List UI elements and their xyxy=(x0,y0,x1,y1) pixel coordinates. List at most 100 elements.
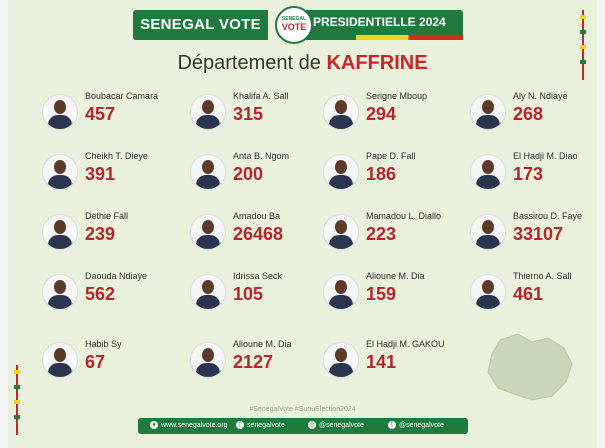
logo-bottom-text: VOTE xyxy=(281,22,307,32)
deco-pattern-right xyxy=(580,10,586,80)
candidate-card: Dethie Fall 239 xyxy=(42,210,182,260)
candidate-name: Thierno A. Sall xyxy=(513,271,572,281)
candidate-photo xyxy=(470,214,506,250)
candidate-name: Habib Sy xyxy=(85,339,122,349)
candidate-name: Alioune M. Dia xyxy=(233,339,292,349)
candidate-votes: 457 xyxy=(85,104,116,124)
footer-facebook-text: senegalvote xyxy=(247,422,285,429)
candidate-name: Khalifa A. Sall xyxy=(233,91,289,101)
candidate-card: Amadou Ba 26468 xyxy=(190,210,330,260)
candidate-photo xyxy=(42,94,78,130)
candidate-card: Habib Sy 67 xyxy=(42,338,182,388)
candidate-name: Mamadou L. Diallo xyxy=(366,211,442,221)
candidate-votes: 186 xyxy=(366,164,397,184)
candidate-name: Alioune M. Dia xyxy=(366,271,425,281)
candidate-photo xyxy=(190,94,226,130)
candidate-card: El Hadji M. Diao 173 xyxy=(470,150,605,200)
candidate-photo xyxy=(190,154,226,190)
logo: SENEGAL VOTE xyxy=(275,6,313,44)
candidate-votes: 173 xyxy=(513,164,544,184)
candidate-votes: 239 xyxy=(85,224,116,244)
candidate-photo xyxy=(323,154,359,190)
candidate-card: Aly N. Ndiaye 268 xyxy=(470,90,605,140)
candidate-card: Pape D. Fall 186 xyxy=(323,150,463,200)
candidate-photo xyxy=(190,274,226,310)
candidate-name: Idrissa Seck xyxy=(233,271,283,281)
candidate-photo xyxy=(42,214,78,250)
footer-twitter-text: @senegalvote xyxy=(399,422,444,429)
candidate-votes: 105 xyxy=(233,284,264,304)
footer-instagram-text: @senegalvote xyxy=(319,422,364,429)
candidate-card: Bassirou D. Faye 33107 xyxy=(470,210,605,260)
kaffrine-map xyxy=(487,333,573,401)
candidate-photo xyxy=(470,274,506,310)
candidate-card: El Hadji M. GAKOU 141 xyxy=(323,338,463,388)
globe-icon: ● xyxy=(150,421,158,430)
twitter-icon: t xyxy=(388,421,396,430)
header-banner: SENEGAL VOTE PRESIDENTIELLE 2024 SENEGAL… xyxy=(133,6,463,44)
deco-pattern-left xyxy=(14,365,20,435)
footer-instagram[interactable]: ◎ @senegalvote xyxy=(308,418,364,434)
candidate-name: El Hadji M. GAKOU xyxy=(366,339,445,349)
candidate-card: Idrissa Seck 105 xyxy=(190,270,330,320)
instagram-icon: ◎ xyxy=(308,421,316,430)
candidate-votes: 562 xyxy=(85,284,116,304)
candidate-card: Serigne Mboup 294 xyxy=(323,90,463,140)
candidate-photo xyxy=(470,154,506,190)
candidate-votes: 294 xyxy=(366,104,397,124)
candidate-card: Khalifa A. Sall 315 xyxy=(190,90,330,140)
facebook-icon: f xyxy=(236,421,244,430)
page-title: Département de KAFFRINE xyxy=(0,52,605,75)
footer-twitter[interactable]: t @senegalvote xyxy=(388,418,444,434)
candidate-name: Serigne Mboup xyxy=(366,91,428,101)
candidate-name: Daouda Ndiaye xyxy=(85,271,148,281)
footer-facebook[interactable]: f senegalvote xyxy=(236,418,285,434)
candidate-photo xyxy=(42,274,78,310)
title-prefix: Département de xyxy=(177,52,321,74)
candidate-photo xyxy=(323,94,359,130)
candidate-photo xyxy=(42,154,78,190)
candidate-name: Aly N. Ndiaye xyxy=(513,91,568,101)
candidate-name: Amadou Ba xyxy=(233,211,281,221)
candidate-photo xyxy=(323,342,359,378)
logo-top-text: SENEGAL xyxy=(281,16,307,22)
candidate-photo xyxy=(190,342,226,378)
candidate-votes: 33107 xyxy=(513,224,564,244)
candidate-photo xyxy=(323,274,359,310)
candidate-name: El Hadji M. Diao xyxy=(513,151,578,161)
brand-label: SENEGAL VOTE xyxy=(133,10,268,40)
candidate-name: Pape D. Fall xyxy=(366,151,416,161)
candidate-votes: 141 xyxy=(366,352,397,372)
candidate-photo xyxy=(323,214,359,250)
candidate-votes: 268 xyxy=(513,104,544,124)
candidate-photo xyxy=(190,214,226,250)
candidate-name: Dethie Fall xyxy=(85,211,129,221)
candidate-card: Anta B. Ngom 200 xyxy=(190,150,330,200)
candidate-votes: 315 xyxy=(233,104,264,124)
candidate-votes: 2127 xyxy=(233,352,274,372)
candidate-card: Thierno A. Sall 461 xyxy=(470,270,605,320)
footer-website-text: www.senegalvote.org xyxy=(161,422,228,429)
candidate-card: Cheikh T. Dieye 391 xyxy=(42,150,182,200)
candidate-votes: 67 xyxy=(85,352,106,372)
candidate-card: Mamadou L. Diallo 223 xyxy=(323,210,463,260)
candidate-votes: 223 xyxy=(366,224,397,244)
candidate-card: Alioune M. Dia 2127 xyxy=(190,338,330,388)
footer-website[interactable]: ● www.senegalvote.org xyxy=(150,418,228,434)
title-region: KAFFRINE xyxy=(326,52,428,74)
candidate-votes: 200 xyxy=(233,164,264,184)
candidate-card: Boubacar Camara 457 xyxy=(42,90,182,140)
candidate-name: Bassirou D. Faye xyxy=(513,211,583,221)
candidate-photo xyxy=(42,342,78,378)
candidate-votes: 26468 xyxy=(233,224,284,244)
candidate-name: Anta B. Ngom xyxy=(233,151,290,161)
flag-stripe xyxy=(303,35,463,40)
candidate-votes: 461 xyxy=(513,284,544,304)
candidate-votes: 159 xyxy=(366,284,397,304)
candidate-card: Daouda Ndiaye 562 xyxy=(42,270,182,320)
candidate-photo xyxy=(470,94,506,130)
candidate-card: Alioune M. Dia 159 xyxy=(323,270,463,320)
candidate-votes: 391 xyxy=(85,164,116,184)
footer-bar: ● www.senegalvote.org f senegalvote ◎ @sene… xyxy=(138,418,468,434)
